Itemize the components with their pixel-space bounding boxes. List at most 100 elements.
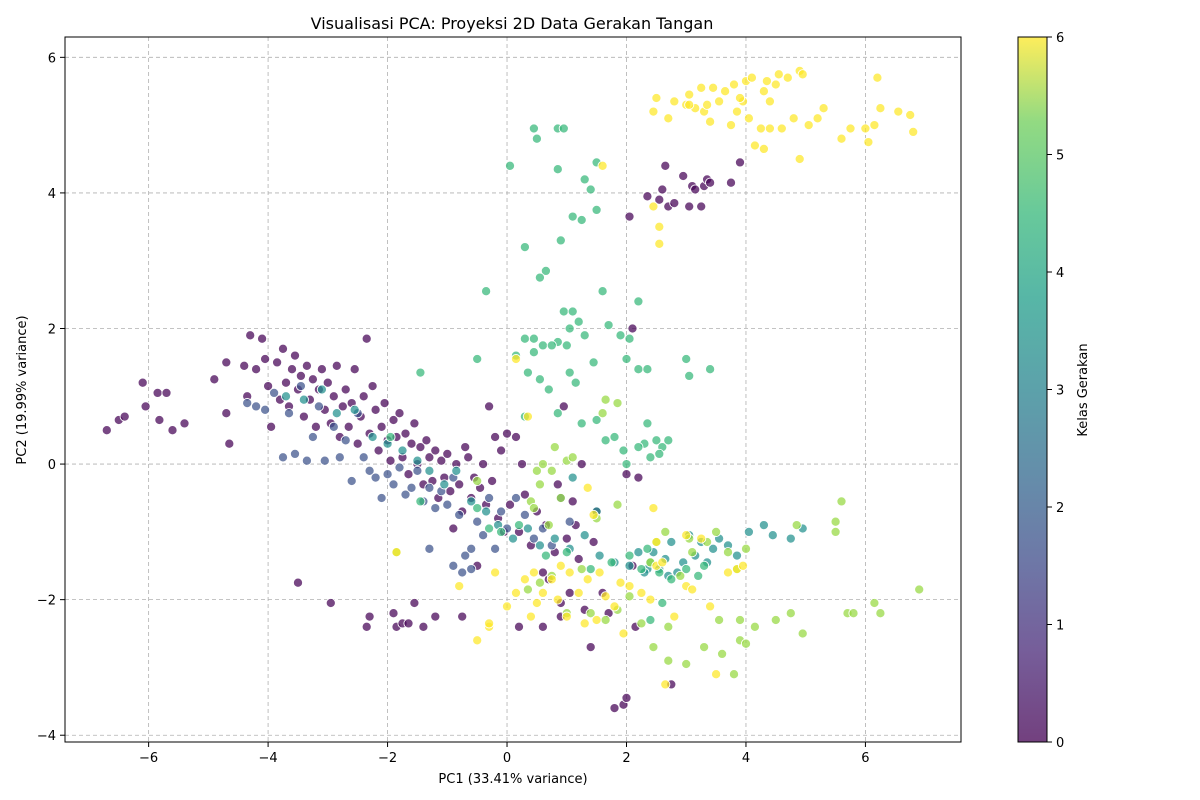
data-point-class-4: [534, 479, 545, 490]
data-point-class-2: [424, 465, 435, 476]
data-point-class-0: [388, 608, 399, 619]
data-point-class-3: [481, 286, 492, 297]
data-point-class-0: [331, 360, 342, 371]
data-point-class-3: [651, 435, 662, 446]
data-point-class-4: [543, 520, 554, 531]
data-point-class-0: [364, 611, 375, 622]
data-point-class-5: [618, 628, 629, 639]
data-point-class-0: [564, 587, 575, 598]
data-point-class-0: [137, 377, 148, 388]
data-point-class-0: [307, 374, 318, 385]
data-point-class-5: [654, 238, 665, 249]
data-point-class-4: [600, 394, 611, 405]
x-tick-label: 0: [503, 751, 511, 766]
data-point-class-2: [567, 472, 578, 483]
data-point-class-1: [388, 479, 399, 490]
data-point-class-3: [576, 418, 587, 429]
data-point-class-3: [621, 459, 632, 470]
data-point-class-0: [576, 459, 587, 470]
data-point-class-3: [624, 550, 635, 561]
data-point-class-1: [466, 543, 477, 554]
data-point-class-0: [167, 425, 178, 436]
data-point-class-3: [636, 564, 647, 575]
data-point-class-0: [298, 411, 309, 422]
data-point-class-3: [600, 435, 611, 446]
data-point-class-3: [555, 235, 566, 246]
colorbar-label: Kelas Gerakan: [1076, 343, 1091, 436]
data-point-class-1: [382, 469, 393, 480]
data-point-class-1: [328, 421, 339, 432]
data-point-class-2: [280, 391, 292, 402]
data-point-class-1: [490, 543, 501, 554]
data-point-class-0: [322, 377, 333, 388]
data-point-class-4: [740, 543, 752, 554]
data-point-class-0: [415, 442, 426, 453]
data-point-class-0: [478, 459, 489, 470]
data-point-class-5: [794, 153, 805, 165]
data-point-class-0: [654, 194, 665, 205]
data-point-class-3: [415, 496, 426, 507]
data-point-class-3: [645, 614, 656, 626]
data-point-class-4: [663, 621, 674, 632]
data-point-class-5: [531, 597, 542, 609]
data-point-class-5: [660, 679, 671, 690]
data-point-class-1: [466, 564, 477, 575]
data-point-class-4: [848, 608, 859, 619]
data-point-class-4: [830, 526, 841, 537]
data-point-class-3: [543, 384, 554, 395]
data-point-class-5: [501, 601, 513, 612]
data-point-class-5: [636, 587, 647, 598]
data-point-class-5: [869, 120, 880, 131]
data-point-class-0: [310, 421, 321, 432]
data-point-class-3: [567, 211, 578, 222]
colorbar-tick-label: 1: [1056, 619, 1064, 634]
data-point-class-4: [600, 614, 611, 626]
data-point-class-3: [519, 242, 530, 253]
data-point-class-0: [385, 455, 396, 466]
data-point-class-2: [666, 536, 677, 548]
data-point-class-0: [558, 401, 569, 412]
data-point-class-5: [734, 92, 746, 104]
y-axis-title: PC2 (19.99% variance): [15, 315, 30, 464]
data-point-class-0: [370, 404, 381, 415]
data-point-class-0: [221, 408, 232, 419]
data-point-class-3: [642, 418, 653, 429]
data-point-class-2: [451, 465, 462, 476]
data-point-class-3: [567, 306, 578, 317]
data-point-class-3: [603, 320, 614, 331]
data-point-class-5: [782, 72, 793, 83]
data-point-class-0: [358, 391, 369, 402]
data-point-class-4: [722, 547, 734, 558]
data-point-class-5: [654, 221, 665, 232]
data-point-class-4: [636, 618, 647, 629]
data-point-class-0: [325, 597, 336, 609]
data-point-class-0: [337, 401, 348, 412]
data-point-class-0: [496, 445, 507, 456]
colorbar-gradient: [1018, 37, 1047, 742]
data-point-class-4: [728, 669, 740, 680]
data-point-class-0: [424, 452, 435, 463]
data-point-class-0: [436, 455, 447, 466]
data-point-class-0: [409, 418, 420, 429]
data-point-class-0: [119, 411, 130, 422]
data-point-class-5: [836, 133, 847, 144]
data-point-class-0: [263, 381, 274, 392]
data-point-class-0: [239, 360, 250, 371]
data-point-class-2: [534, 540, 545, 551]
data-point-class-0: [621, 469, 632, 480]
data-point-class-0: [152, 387, 163, 398]
data-point-class-3: [654, 448, 665, 459]
colorbar-tick-label: 5: [1056, 149, 1064, 164]
data-point-class-5: [755, 123, 766, 134]
data-point-class-2: [633, 547, 644, 558]
data-point-class-3: [585, 564, 596, 575]
data-point-class-4: [875, 608, 886, 619]
data-point-class-1: [510, 492, 522, 504]
data-point-class-0: [277, 343, 289, 354]
chart-title: Visualisasi PCA: Proyeksi 2D Data Geraka…: [311, 14, 714, 33]
data-point-class-0: [361, 333, 372, 344]
data-point-class-5: [797, 69, 808, 80]
data-point-class-1: [448, 560, 459, 571]
data-point-class-5: [615, 577, 626, 588]
data-point-class-2: [481, 506, 492, 517]
